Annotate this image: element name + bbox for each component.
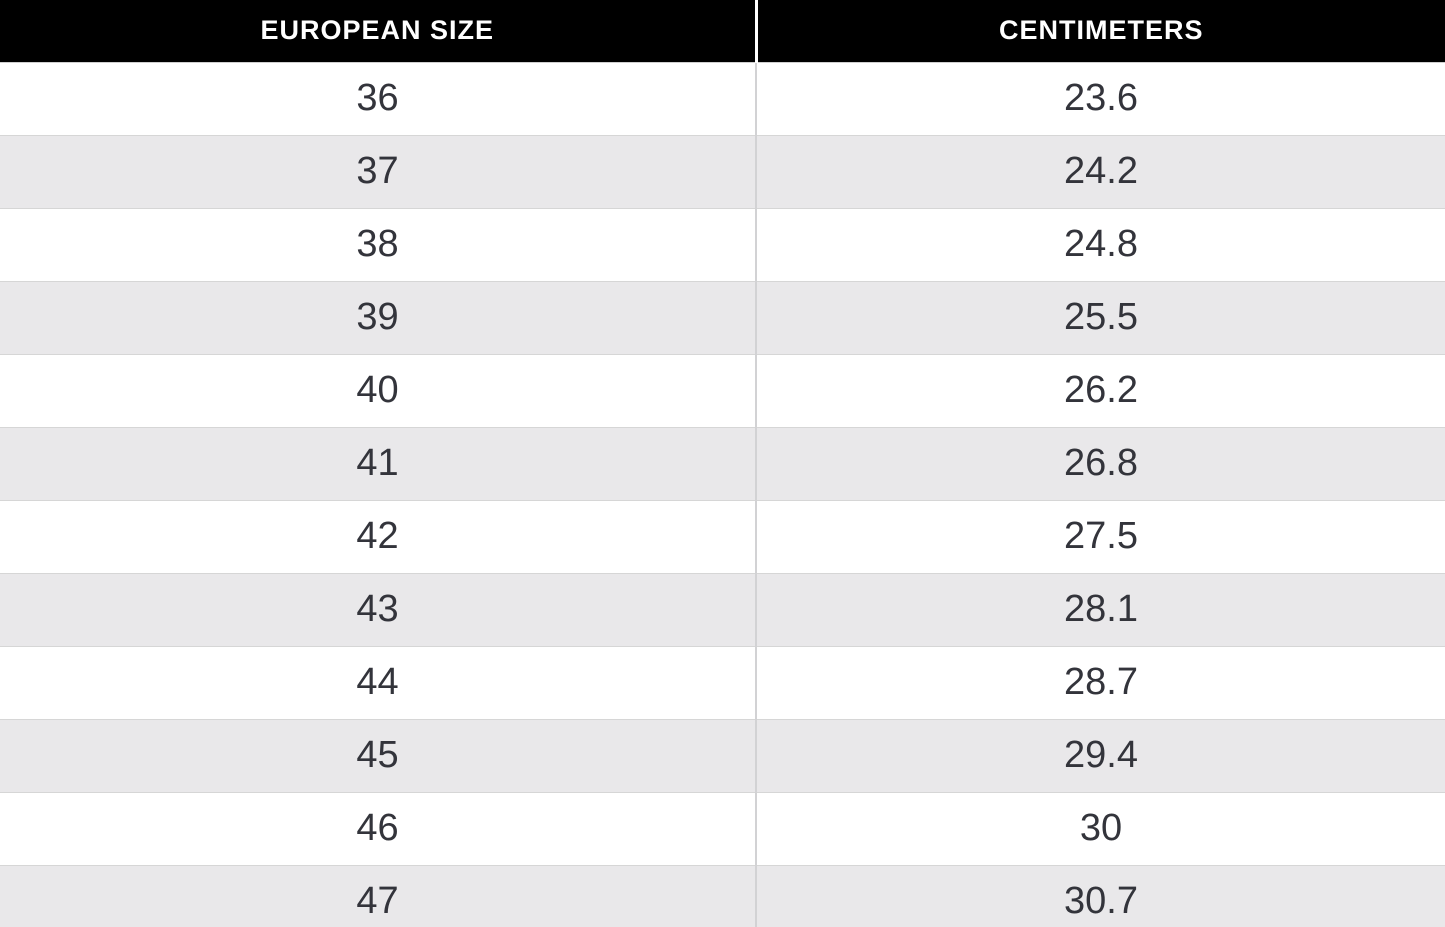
header-cell-centimeters: CENTIMETERS xyxy=(756,0,1445,63)
cm-cell: 30.7 xyxy=(756,864,1445,927)
table-body: 36 23.6 37 24.2 38 24.8 39 25.5 40 26.2 … xyxy=(0,62,1445,927)
cm-cell: 29.4 xyxy=(756,718,1445,792)
table-row: 42 27.5 xyxy=(0,499,1445,573)
header-cell-european-size: EUROPEAN SIZE xyxy=(0,0,758,63)
eu-size-cell: 47 xyxy=(0,864,757,927)
table-row: 43 28.1 xyxy=(0,572,1445,646)
table-row: 44 28.7 xyxy=(0,645,1445,719)
eu-size-cell: 42 xyxy=(0,499,757,573)
eu-size-cell: 38 xyxy=(0,207,757,281)
eu-size-cell: 41 xyxy=(0,426,757,500)
eu-size-cell: 45 xyxy=(0,718,757,792)
table-row: 47 30.7 xyxy=(0,864,1445,927)
eu-size-cell: 46 xyxy=(0,791,757,865)
eu-size-cell: 40 xyxy=(0,353,757,427)
cm-cell: 26.8 xyxy=(756,426,1445,500)
header-row: EUROPEAN SIZE CENTIMETERS xyxy=(0,0,1445,63)
cm-cell: 30 xyxy=(756,791,1445,865)
cm-cell: 28.7 xyxy=(756,645,1445,719)
eu-size-cell: 43 xyxy=(0,572,757,646)
table-row: 39 25.5 xyxy=(0,280,1445,354)
cm-cell: 26.2 xyxy=(756,353,1445,427)
eu-size-cell: 37 xyxy=(0,134,757,208)
table-row: 38 24.8 xyxy=(0,207,1445,281)
table-row: 40 26.2 xyxy=(0,353,1445,427)
table-row: 45 29.4 xyxy=(0,718,1445,792)
cm-cell: 25.5 xyxy=(756,280,1445,354)
table-row: 46 30 xyxy=(0,791,1445,865)
table-row: 36 23.6 xyxy=(0,62,1445,135)
cm-cell: 23.6 xyxy=(756,62,1445,135)
table-row: 41 26.8 xyxy=(0,426,1445,500)
cm-cell: 27.5 xyxy=(756,499,1445,573)
eu-size-cell: 44 xyxy=(0,645,757,719)
cm-cell: 24.8 xyxy=(756,207,1445,281)
cm-cell: 28.1 xyxy=(756,572,1445,646)
eu-size-cell: 39 xyxy=(0,280,757,354)
table-row: 37 24.2 xyxy=(0,134,1445,208)
cm-cell: 24.2 xyxy=(756,134,1445,208)
eu-size-cell: 36 xyxy=(0,62,757,135)
